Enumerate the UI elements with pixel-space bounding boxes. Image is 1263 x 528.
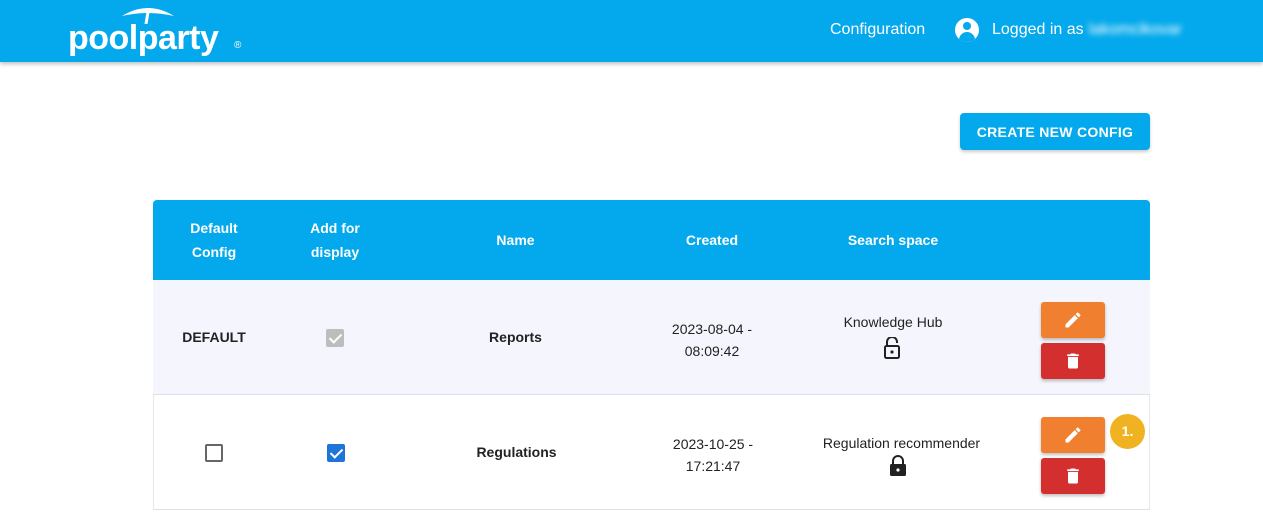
table-header: Default Config Add for display Name Create… [153, 200, 1150, 280]
config-name: Reports [489, 329, 542, 345]
created-date: 2023-08-04 -08:09:42 [671, 321, 753, 359]
account-icon [955, 18, 979, 42]
table-row: DEFAULT Reports 2023-08-04 -08:09:42 Kno… [153, 280, 1150, 395]
umbrella-icon [122, 8, 174, 24]
username: lakomcikovar [1088, 21, 1182, 38]
registered-mark: ® [234, 40, 242, 51]
logged-in-label: Logged in as [992, 21, 1084, 38]
config-name: Regulations [476, 444, 557, 460]
search-space: Regulation recommender [822, 435, 981, 451]
annotation-badge: 1. [1110, 414, 1145, 449]
delete-button[interactable] [1041, 343, 1105, 379]
top-bar: poolparty ® Configuration Logged in as l… [0, 0, 1263, 62]
default-config-checkbox[interactable] [205, 444, 223, 462]
created-date: 2023-10-25 -17:21:47 [672, 436, 754, 474]
col-add-for-display: Add for display [310, 220, 360, 260]
col-name: Name [496, 232, 535, 248]
search-space: Knowledge Hub [843, 314, 943, 330]
add-for-display-checkbox[interactable] [327, 444, 345, 462]
lock-open-icon [884, 337, 900, 359]
edit-button[interactable] [1041, 302, 1105, 338]
delete-button[interactable] [1041, 458, 1105, 494]
col-search-space: Search space [847, 232, 939, 248]
poolparty-logo[interactable]: poolparty ® [68, 4, 258, 58]
create-new-config-button[interactable]: CREATE NEW CONFIG [960, 113, 1150, 150]
config-table-body: Regulations 2023-10-25 -17:21:47 Regulat… [153, 395, 1150, 510]
logo-text: poolparty [68, 19, 219, 57]
trash-icon [1067, 468, 1079, 484]
default-label: DEFAULT [182, 329, 246, 345]
table-row: Regulations 2023-10-25 -17:21:47 Regulat… [153, 395, 1150, 510]
lock-closed-icon [890, 455, 906, 476]
col-default-config: Default Config [190, 220, 238, 260]
configuration-link[interactable]: Configuration [830, 21, 926, 38]
config-table: Default Config Add for display Name Create… [153, 200, 1150, 395]
user-menu[interactable]: Logged in as lakomcikovar [955, 18, 1182, 42]
col-created: Created [685, 232, 739, 248]
pencil-icon [1065, 427, 1081, 443]
edit-button[interactable] [1041, 417, 1105, 453]
trash-icon [1067, 353, 1079, 369]
pencil-icon [1065, 312, 1081, 328]
add-for-display-checkbox[interactable] [326, 329, 344, 347]
